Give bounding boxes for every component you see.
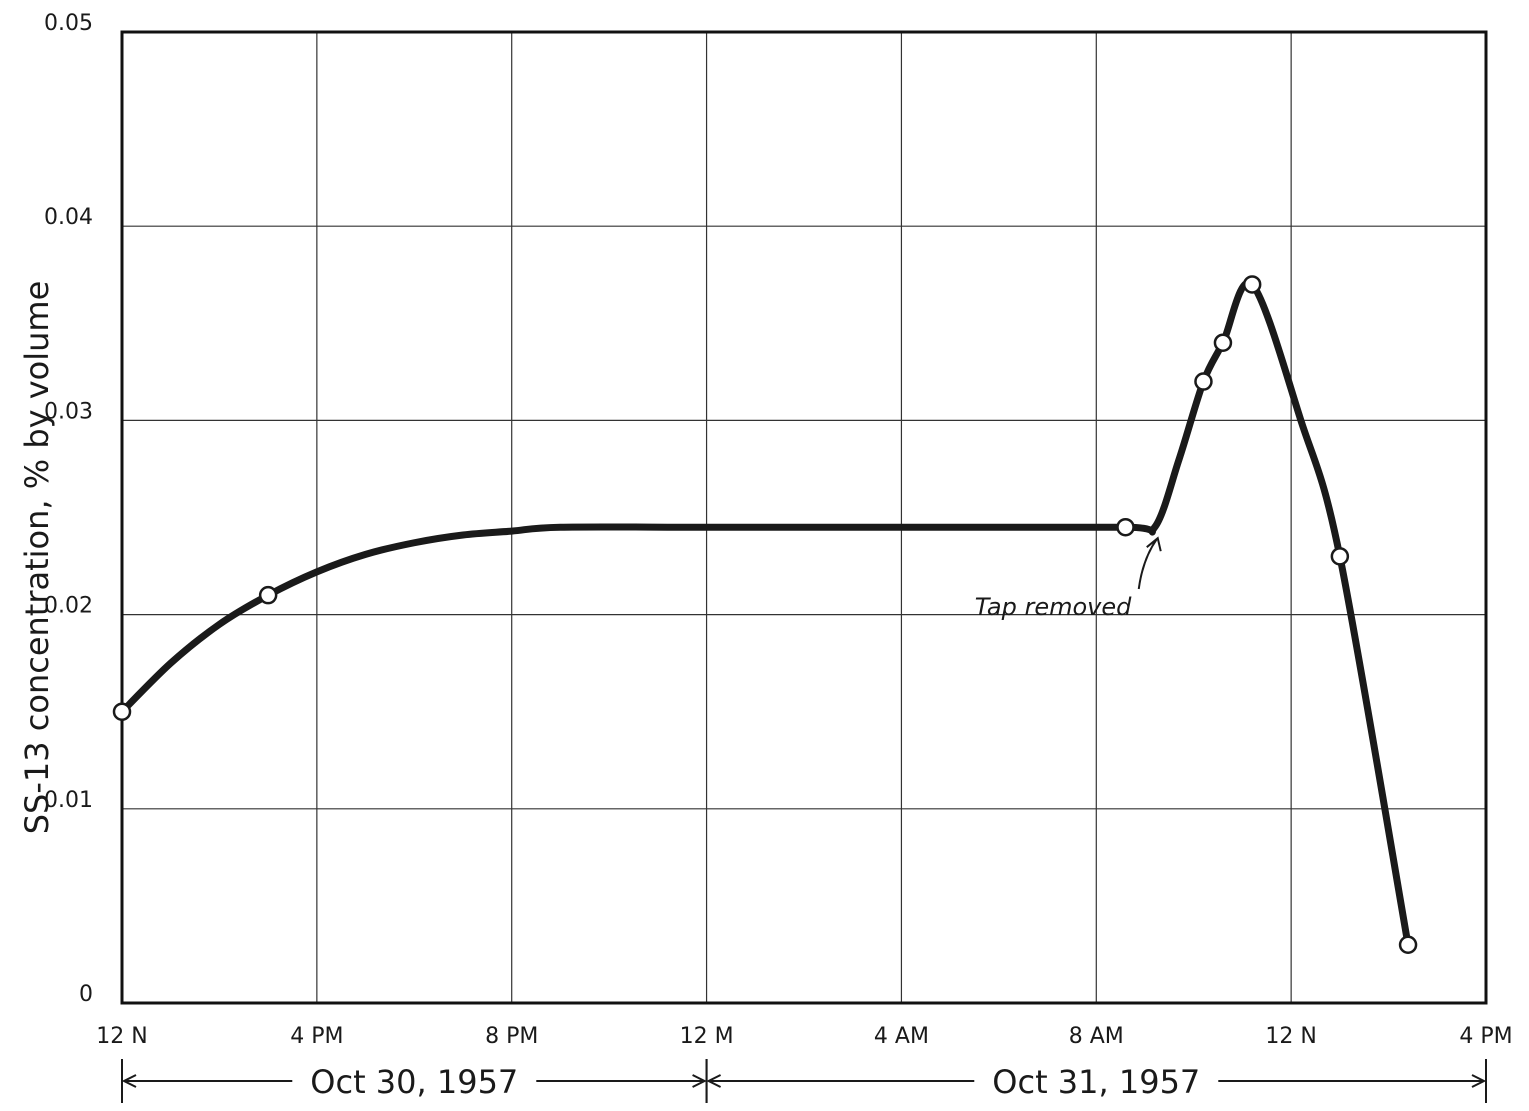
data-point [1398, 935, 1418, 954]
data-point [258, 585, 278, 605]
annotation-arrowhead [1146, 536, 1162, 552]
date-range-arrow [1471, 1074, 1487, 1088]
y-tick-label: 0.04 [44, 205, 93, 230]
data-point [1330, 547, 1350, 566]
date-range-arrow [692, 1074, 707, 1088]
date-range-arrow [121, 1074, 137, 1088]
data-point [1242, 275, 1262, 294]
date-ranges: Oct 30, 1957 Oct 31, 1957 [121, 1059, 1487, 1103]
y-tick-label: 0 [79, 982, 93, 1007]
x-tick-label: 4 PM [290, 1024, 343, 1049]
data-point [1194, 372, 1213, 391]
x-tick-label: 8 PM [485, 1024, 538, 1049]
x-tick-labels: 12 N 4 PM 8 PM 12 M 4 AM 8 AM 12 N 4 PM [96, 1024, 1512, 1049]
annotation-leader [1137, 538, 1158, 590]
series [112, 275, 1418, 954]
data-point [112, 702, 132, 721]
date-range-label: Oct 31, 1957 [992, 1063, 1200, 1101]
x-tick-label: 8 AM [1069, 1024, 1124, 1049]
x-tick-label: 12 N [1265, 1024, 1316, 1049]
grid [121, 31, 1487, 1004]
x-tick-label: 4 PM [1459, 1024, 1512, 1049]
y-tick-label: 0.05 [44, 11, 93, 36]
x-tick-label: 12 M [680, 1024, 734, 1049]
x-tick-label: 4 AM [874, 1024, 929, 1049]
series-line [118, 279, 1412, 949]
y-tick-label: 0.03 [44, 399, 93, 424]
x-tick-label: 12 N [96, 1024, 147, 1049]
date-range-label: Oct 30, 1957 [310, 1063, 518, 1101]
data-point [1116, 517, 1135, 537]
y-axis-label: SS-13 concentration, % by volume [18, 281, 56, 835]
annotations: Tap removed [975, 536, 1162, 621]
y-tick-labels: 0 0.01 0.02 0.03 0.04 0.05 [44, 11, 93, 1007]
date-range-arrow [706, 1074, 722, 1088]
y-tick-label: 0.01 [44, 788, 93, 813]
y-tick-label: 0.02 [44, 594, 93, 619]
annotation-text: Tap removed [975, 593, 1132, 621]
plot-frame [120, 30, 1488, 1005]
data-point [1213, 333, 1233, 352]
